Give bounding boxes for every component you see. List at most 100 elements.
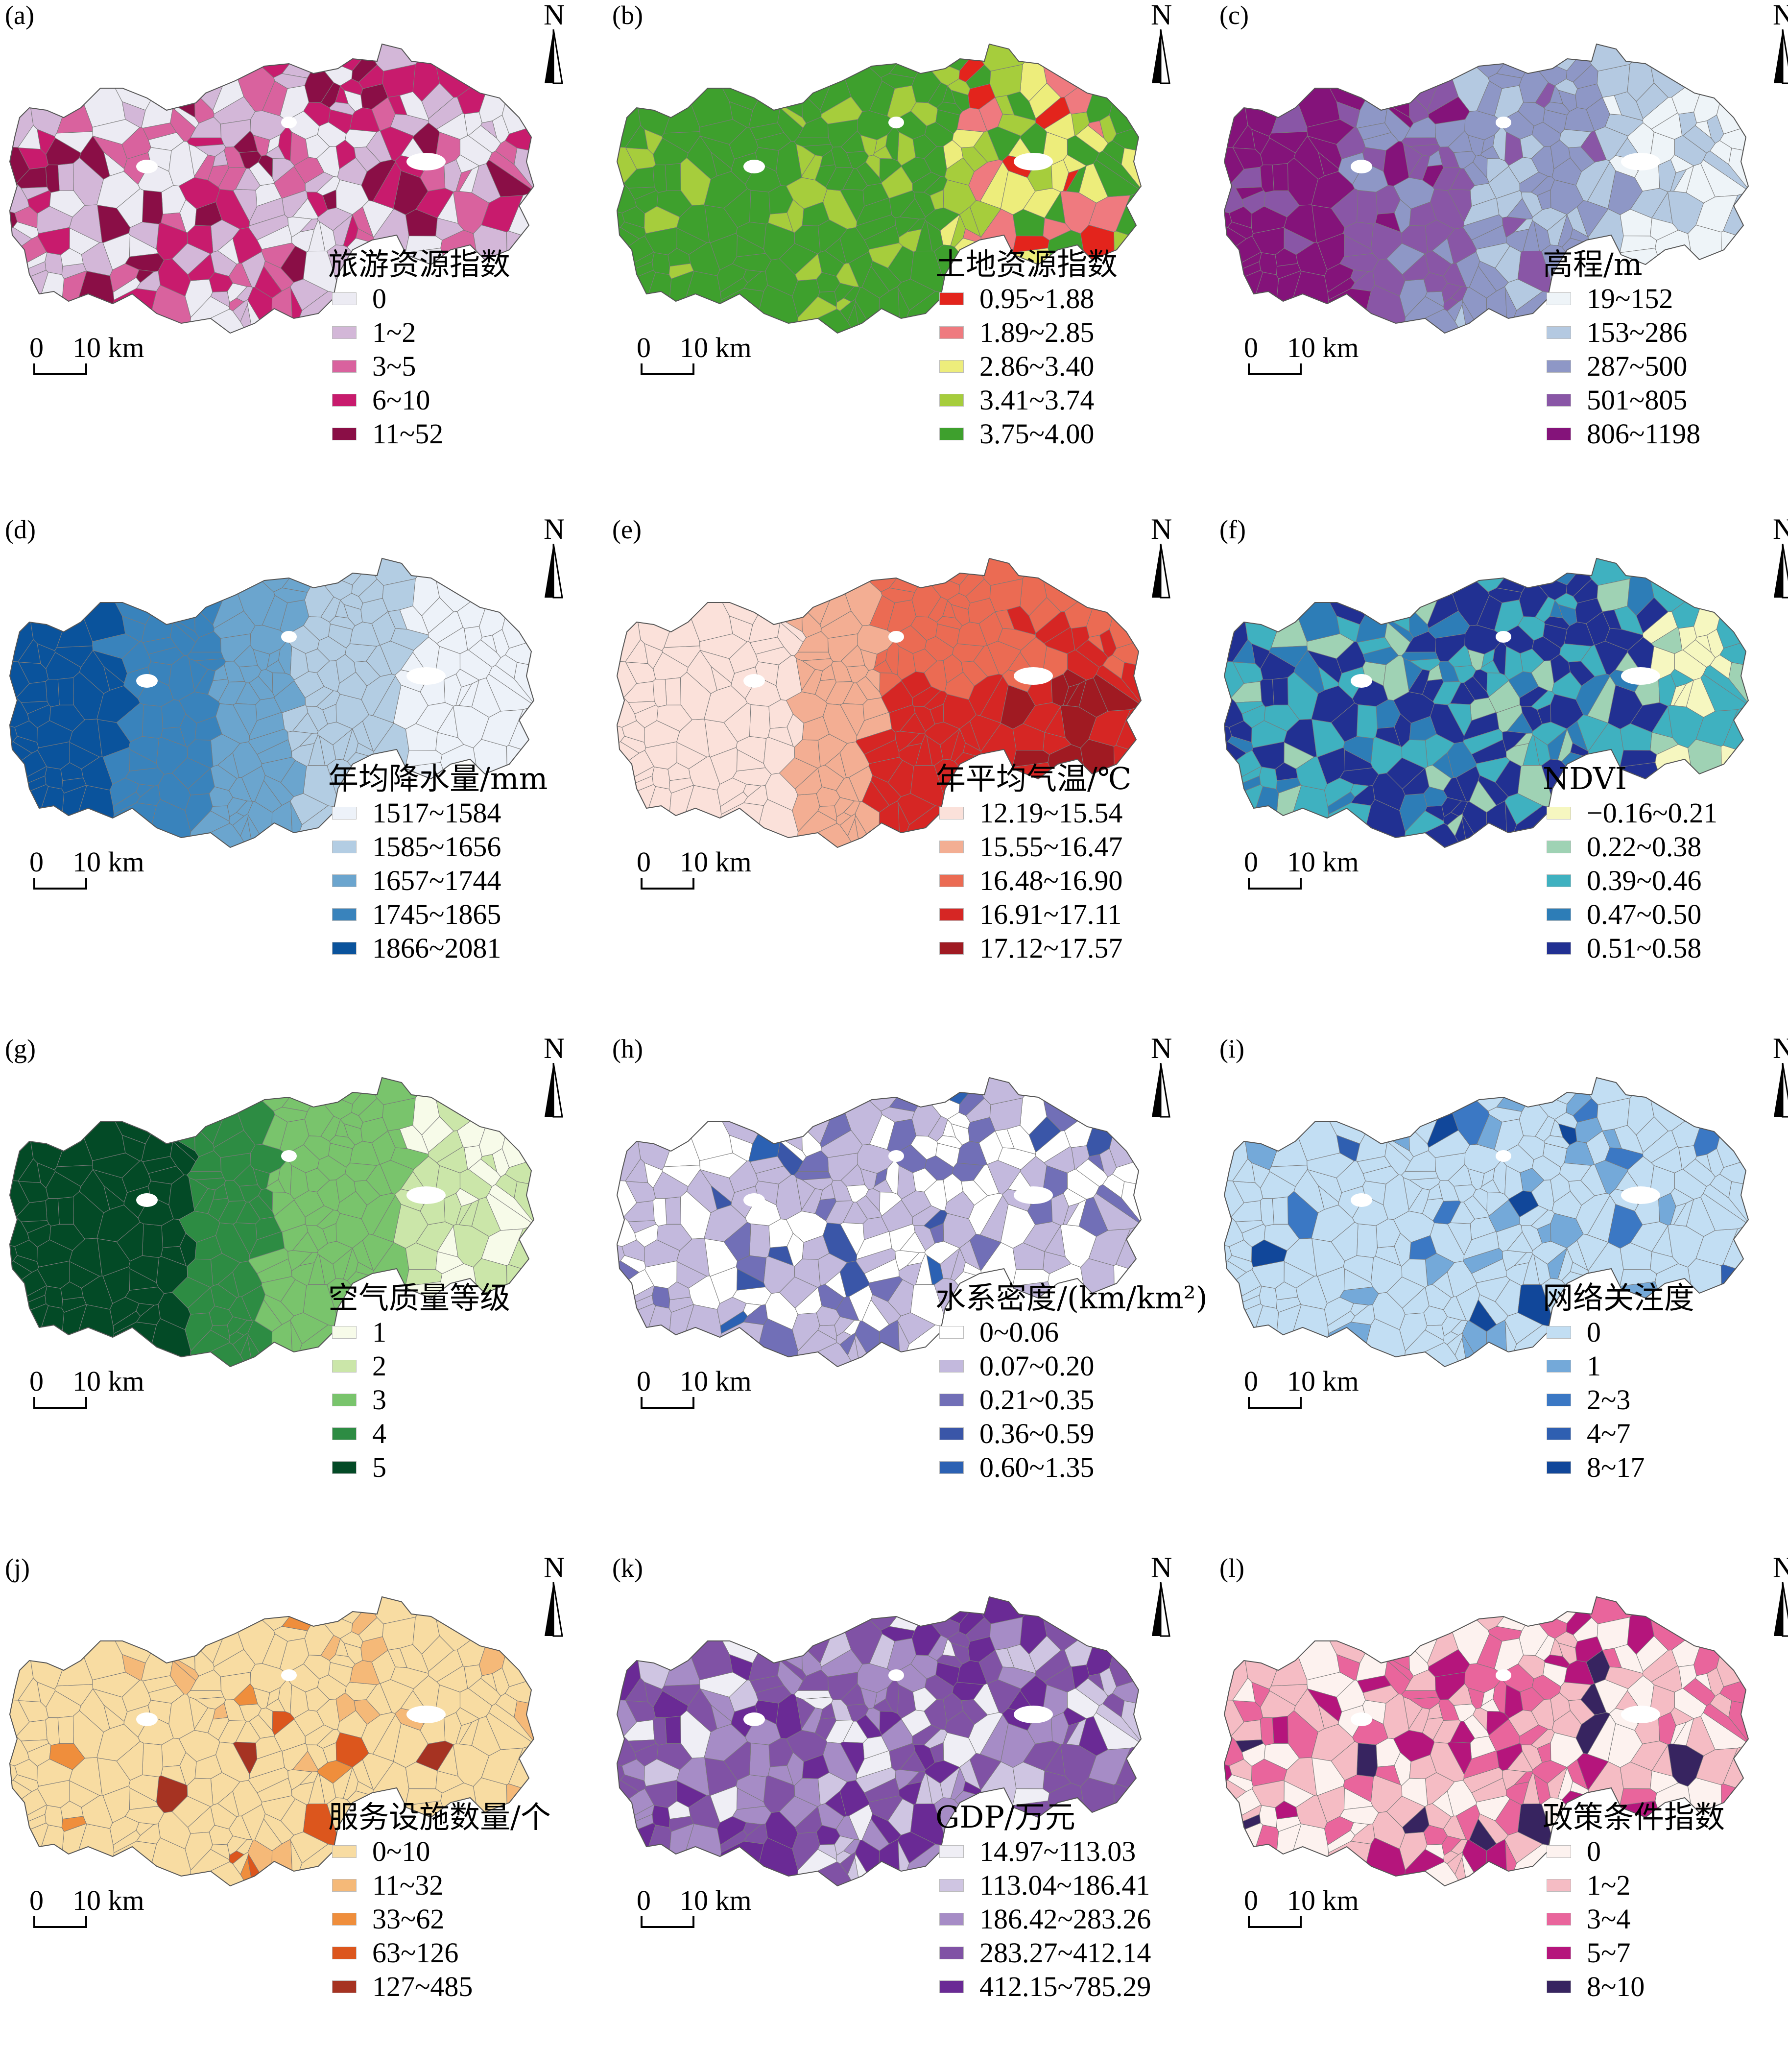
legend-swatch xyxy=(332,1845,357,1858)
scale-distance-label: 10 km xyxy=(1287,847,1359,877)
legend-swatch xyxy=(1547,1980,1571,1993)
panel-label: (e) xyxy=(612,514,642,545)
scale-tick xyxy=(85,878,87,890)
legend-item: 2 xyxy=(323,1349,510,1383)
village-polygon xyxy=(750,190,770,224)
legend-range-label: 8~17 xyxy=(1587,1450,1645,1484)
village-polygon xyxy=(479,1590,522,1676)
village-polygon xyxy=(1721,1784,1788,1940)
village-polygon xyxy=(665,163,681,191)
legend-range-label: 113.04~186.41 xyxy=(979,1868,1150,1902)
village-polygon xyxy=(167,1086,195,1151)
scale-line xyxy=(33,373,87,375)
north-label: N xyxy=(544,514,565,544)
village-polygon xyxy=(920,1553,976,1623)
blank-area xyxy=(888,1150,904,1162)
legend-item: 8~10 xyxy=(1538,1970,1725,2003)
village-polygon xyxy=(432,0,548,97)
north-arrow: N xyxy=(1141,514,1180,607)
north-label: N xyxy=(544,0,565,29)
north-arrow-icon xyxy=(534,544,573,607)
legend-title: GDP/万元 xyxy=(935,1800,1075,1834)
legend-swatch xyxy=(332,326,357,339)
legend-title: 网络关注度 xyxy=(1543,1281,1694,1315)
village-polygon xyxy=(1357,1224,1378,1257)
blank-area xyxy=(1014,667,1053,685)
legend-range-label: 4 xyxy=(372,1417,386,1450)
village-polygon xyxy=(479,552,522,638)
village-polygon xyxy=(432,1553,548,1650)
scale-line xyxy=(641,373,694,375)
legend-swatch xyxy=(939,1394,964,1406)
scale-zero-label: 0 xyxy=(637,333,651,362)
village-polygon xyxy=(1527,0,1583,71)
legend-swatch xyxy=(332,874,357,887)
village-polygon xyxy=(143,1743,163,1777)
blank-area xyxy=(136,160,158,173)
north-arrow-icon xyxy=(1141,1582,1180,1646)
legend-item: −0.16~0.21 xyxy=(1538,796,1627,830)
legend-swatch xyxy=(332,1427,357,1440)
legend-item: 501~805 xyxy=(1538,383,1643,417)
legend-range-label: 0 xyxy=(1587,1315,1601,1349)
legend-range-label: 0.60~1.35 xyxy=(979,1450,1094,1484)
north-label: N xyxy=(1773,514,1788,544)
legend-range-label: 1585~1656 xyxy=(372,830,501,864)
legend-swatch xyxy=(1547,292,1571,305)
village-polygon xyxy=(1424,0,1528,77)
scale-tick xyxy=(1248,1916,1250,1928)
legend-item: 8~17 xyxy=(1538,1450,1694,1484)
village-polygon xyxy=(1272,163,1288,191)
scale-tick xyxy=(641,1916,643,1928)
legend-item: 1~2 xyxy=(323,315,510,349)
legend-item: 186.42~283.26 xyxy=(930,1902,1075,1936)
legend-range-label: 16.91~17.11 xyxy=(979,897,1121,931)
north-arrow-icon xyxy=(1141,29,1180,93)
legend-swatch xyxy=(332,428,357,440)
blank-area xyxy=(281,1150,297,1162)
legend-range-label: 19~152 xyxy=(1587,282,1673,315)
legend-item: 2.86~3.40 xyxy=(930,349,1118,383)
legend-swatch xyxy=(939,1360,964,1373)
legend-swatch xyxy=(332,942,357,955)
legend-title: 年平均气温/℃ xyxy=(935,762,1131,796)
village-polygon xyxy=(1486,1320,1507,1421)
legend-item: 0 xyxy=(1538,1315,1694,1349)
village-polygon xyxy=(879,1839,900,1940)
legend-title: 水系密度/(km/km²) xyxy=(935,1281,1208,1315)
scale-distance-label: 10 km xyxy=(680,1886,752,1915)
village-polygon xyxy=(1382,52,1409,117)
panel-label: (d) xyxy=(5,514,36,545)
village-polygon xyxy=(271,1320,293,1421)
legend-swatch xyxy=(332,1461,357,1474)
legend-item: 4~7 xyxy=(1538,1417,1694,1450)
legend-swatch xyxy=(939,908,964,921)
legend-swatch xyxy=(939,1913,964,1926)
village-polygon xyxy=(817,1034,921,1111)
legend-item: 412.15~785.29 xyxy=(930,1970,1075,2003)
legend-range-label: 6~10 xyxy=(372,383,430,417)
village-polygon xyxy=(167,567,195,631)
village-polygon xyxy=(56,1553,125,1680)
legend-range-label: 0.39~0.46 xyxy=(1587,864,1701,897)
legend-range-label: 186.42~283.26 xyxy=(979,1902,1151,1936)
panel-label: (k) xyxy=(612,1553,643,1583)
village-polygon xyxy=(1087,1071,1129,1157)
scale-zero-label: 0 xyxy=(1244,1367,1258,1396)
legend-range-label: 0.22~0.38 xyxy=(1587,830,1701,864)
panel-label: (l) xyxy=(1219,1553,1244,1583)
legend-range-label: 2~3 xyxy=(1587,1383,1630,1417)
scale-distance-label: 10 km xyxy=(72,847,144,877)
village-polygon xyxy=(210,1034,314,1111)
legend-range-label: 1517~1584 xyxy=(372,796,501,830)
north-arrow-icon xyxy=(534,1582,573,1646)
blank-area xyxy=(1621,153,1660,170)
north-arrow-icon xyxy=(1763,1063,1788,1127)
